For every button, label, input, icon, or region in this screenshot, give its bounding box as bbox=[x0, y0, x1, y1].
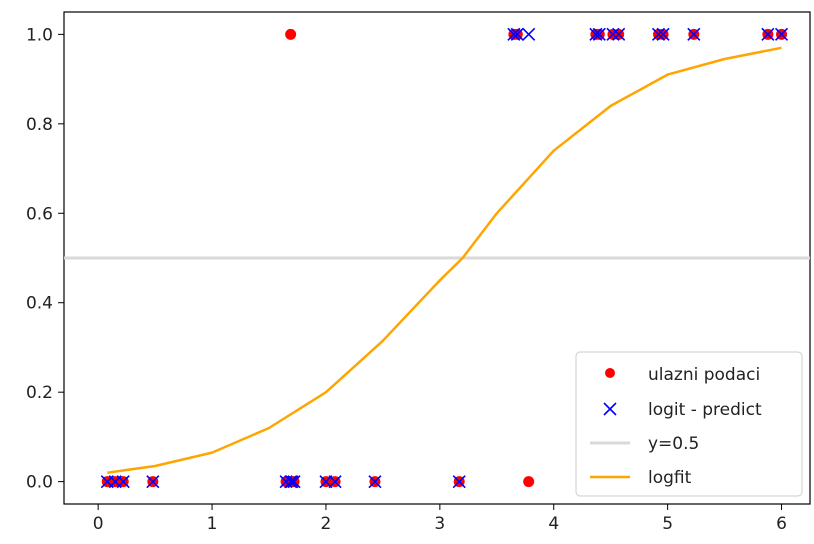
legend-label-logit-predict: logit - predict bbox=[648, 400, 762, 420]
y-tick-label: 0.2 bbox=[26, 383, 53, 403]
prediction-point bbox=[612, 27, 626, 41]
prediction-point bbox=[510, 27, 524, 41]
legend-box bbox=[575, 351, 803, 497]
x-tick-label: 1 bbox=[207, 514, 218, 534]
prediction-point bbox=[328, 475, 342, 489]
y-tick-label: 1.0 bbox=[26, 25, 53, 45]
legend-label-ulazni-podaci: ulazni podaci bbox=[648, 365, 760, 385]
prediction-point bbox=[146, 475, 160, 489]
prediction-point bbox=[774, 27, 789, 41]
legend-label-y-0-5: y=0.5 bbox=[648, 434, 699, 454]
y-tick-label: 0.8 bbox=[26, 115, 53, 135]
prediction-point bbox=[592, 27, 606, 41]
x-tick-label: 0 bbox=[93, 514, 104, 534]
prediction-point bbox=[687, 27, 701, 41]
x-tick-label: 5 bbox=[662, 514, 673, 534]
x-tick-label: 3 bbox=[434, 514, 445, 534]
legend-circle-marker-icon bbox=[605, 368, 615, 378]
prediction-point bbox=[368, 475, 382, 489]
x-tick-label: 2 bbox=[321, 514, 332, 534]
x-tick-label: 6 bbox=[776, 514, 787, 534]
prediction-point bbox=[651, 27, 666, 41]
prediction-point bbox=[116, 475, 130, 489]
y-tick-label: 0.0 bbox=[26, 473, 53, 493]
prediction-point bbox=[507, 27, 521, 41]
prediction-point bbox=[656, 27, 670, 41]
prediction-point bbox=[606, 27, 620, 41]
x-tick-label: 4 bbox=[548, 514, 559, 534]
prediction-point bbox=[285, 475, 299, 489]
legend-x-marker-icon bbox=[603, 402, 617, 416]
y-tick-label: 0.6 bbox=[26, 204, 53, 224]
prediction-point bbox=[452, 475, 466, 489]
y-tick-label: 0.4 bbox=[26, 294, 53, 314]
prediction-point bbox=[284, 475, 298, 489]
prediction-point bbox=[761, 27, 775, 41]
logfit-curve bbox=[107, 46, 782, 474]
legend: ulazni podaci logit - predict y=0.5 logf… bbox=[575, 351, 803, 497]
prediction-point bbox=[522, 27, 536, 41]
input-data-point bbox=[285, 28, 297, 40]
input-data-point bbox=[523, 476, 535, 488]
prediction-point bbox=[287, 475, 301, 489]
prediction-point bbox=[589, 27, 603, 41]
legend-label-logfit: logfit bbox=[648, 468, 692, 488]
